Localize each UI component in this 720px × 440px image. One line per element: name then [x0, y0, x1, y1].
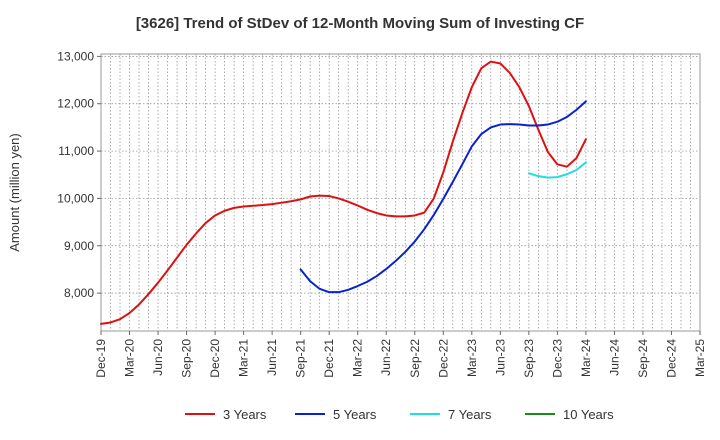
x-tick-label: Mar-21 — [237, 339, 251, 377]
x-tick-label: Dec-22 — [436, 339, 450, 378]
y-tick-label: 8,000 — [64, 286, 94, 300]
x-tick-label: Sep-23 — [522, 339, 536, 378]
plot-area — [100, 53, 701, 332]
x-tick-label: Mar-25 — [693, 339, 707, 377]
x-tick-label: Sep-22 — [408, 339, 422, 378]
axis-layer: 8,000 9,000 10,000 11,000 12,000 13,000 Dec-19… — [57, 49, 707, 377]
y-tick-label: 10,000 — [57, 191, 94, 205]
x-tick-label: Jun-23 — [493, 339, 507, 376]
x-tick-label: Dec-21 — [322, 339, 336, 378]
y-tick-label: 12,000 — [57, 97, 94, 111]
x-tick-label: Sep-21 — [294, 339, 308, 378]
series-line-3-years — [100, 60, 587, 325]
legend-label-3-years: 3 Years — [223, 407, 267, 422]
legend-label-7-years: 7 Years — [448, 407, 492, 422]
x-tick-label: Dec-20 — [208, 339, 222, 378]
x-tick-label: Jun-21 — [265, 339, 279, 376]
y-tick-label: 13,000 — [57, 49, 94, 63]
series-line-7-years — [527, 161, 587, 179]
legend: 3 Years 5 Years 7 Years 10 Years — [185, 407, 614, 422]
x-tick-label: Jun-24 — [607, 339, 621, 376]
x-tick-label: Jun-22 — [379, 339, 393, 376]
y-axis-title: Amount (million yen) — [7, 133, 22, 252]
x-tick-label: Mar-20 — [123, 339, 137, 377]
x-tick-label: Mar-22 — [351, 339, 365, 377]
legend-label-10-years: 10 Years — [563, 407, 614, 422]
x-tick-label: Dec-19 — [94, 339, 108, 378]
y-tick-label: 11,000 — [58, 144, 94, 158]
x-tick-label: Dec-24 — [664, 339, 678, 378]
x-tick-label: Sep-20 — [180, 339, 194, 378]
y-tick-label: 9,000 — [64, 239, 94, 253]
x-tick-label: Sep-24 — [636, 339, 650, 378]
chart-title: [3626] Trend of StDev of 12-Month Moving… — [136, 15, 584, 32]
x-tick-label: Mar-23 — [465, 339, 479, 377]
x-tick-label: Dec-23 — [550, 339, 564, 378]
legend-label-5-years: 5 Years — [333, 407, 377, 422]
series-layer — [100, 60, 587, 325]
grid-layer — [101, 54, 700, 331]
series-line-5-years — [299, 100, 587, 294]
x-tick-label: Jun-20 — [151, 339, 165, 376]
x-tick-label: Mar-24 — [579, 339, 593, 377]
